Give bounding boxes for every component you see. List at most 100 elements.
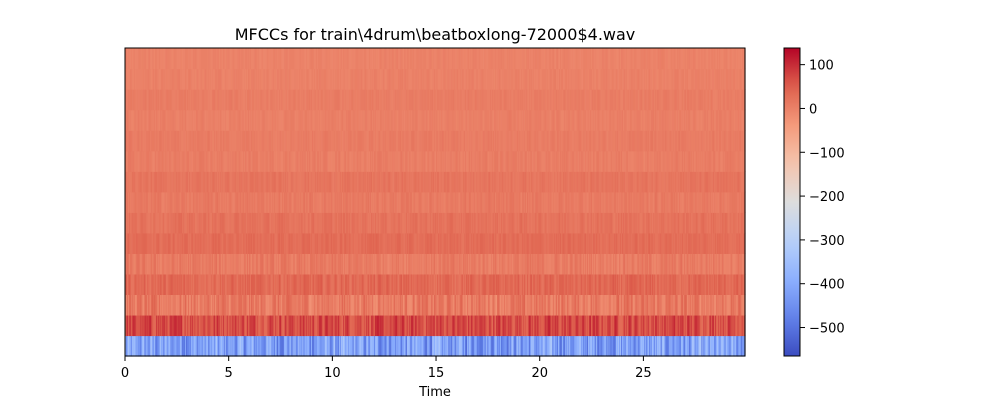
heatmap-cell xyxy=(391,253,393,275)
heatmap-cell xyxy=(151,191,153,213)
heatmap-cell xyxy=(354,314,357,337)
heatmap-cell xyxy=(663,314,666,337)
heatmap-cell xyxy=(217,335,219,357)
heatmap-cell xyxy=(497,273,500,295)
heatmap-cell xyxy=(503,314,506,337)
heatmap-cell xyxy=(159,294,162,316)
heatmap-cell xyxy=(496,232,498,254)
heatmap-cell xyxy=(433,232,435,254)
heatmap-cell xyxy=(558,335,560,357)
heatmap-cell xyxy=(357,273,360,295)
heatmap-cell xyxy=(165,335,168,357)
heatmap-cell xyxy=(702,232,704,254)
heatmap-cell xyxy=(648,314,650,337)
heatmap-cell xyxy=(294,314,297,337)
heatmap-cell xyxy=(144,294,146,316)
heatmap-cell xyxy=(132,314,135,337)
heatmap-cell xyxy=(402,294,404,316)
heatmap-cell xyxy=(501,212,504,234)
heatmap-cell xyxy=(729,335,732,357)
heatmap-cell xyxy=(356,212,359,234)
heatmap-cell xyxy=(435,294,438,316)
heatmap-cell xyxy=(484,253,486,275)
heatmap-cell xyxy=(662,314,665,337)
heatmap-cell xyxy=(179,314,181,337)
heatmap-cell xyxy=(341,273,343,295)
heatmap-cell xyxy=(343,191,346,213)
heatmap-cell xyxy=(416,273,419,295)
heatmap-cell xyxy=(404,232,407,254)
heatmap-cell xyxy=(392,273,394,295)
heatmap-cell xyxy=(409,314,412,337)
heatmap-cell xyxy=(271,314,273,337)
heatmap-cell xyxy=(472,273,475,295)
heatmap-cell xyxy=(140,232,143,254)
heatmap-cell xyxy=(365,273,367,295)
heatmap-cell xyxy=(461,294,463,316)
heatmap-cell xyxy=(269,232,271,254)
heatmap-cell xyxy=(452,335,455,357)
heatmap-cell xyxy=(675,294,677,316)
heatmap-cell xyxy=(475,335,478,357)
heatmap-cell xyxy=(343,273,346,295)
heatmap-cell xyxy=(624,253,627,275)
heatmap-cell xyxy=(125,335,128,357)
heatmap-cell xyxy=(138,212,141,234)
heatmap-cell xyxy=(610,335,612,357)
heatmap-cell xyxy=(587,253,589,275)
heatmap-cell xyxy=(231,335,234,357)
heatmap-cell xyxy=(482,335,485,357)
heatmap-cell xyxy=(534,335,537,357)
heatmap-cell xyxy=(169,314,172,337)
heatmap-cell xyxy=(631,294,634,316)
heatmap-cell xyxy=(667,232,670,254)
heatmap-cell xyxy=(138,253,141,275)
heatmap-cell xyxy=(581,253,583,275)
heatmap-cell xyxy=(448,253,451,275)
heatmap-cell xyxy=(343,212,346,234)
heatmap-cell xyxy=(567,294,570,316)
heatmap-cell xyxy=(528,273,530,295)
heatmap-cell xyxy=(404,273,406,295)
heatmap-cell xyxy=(138,335,141,357)
heatmap-cell xyxy=(259,314,262,337)
heatmap-cell xyxy=(157,273,160,295)
heatmap-cell xyxy=(440,273,443,295)
heatmap-cell xyxy=(531,232,534,254)
heatmap-cell xyxy=(698,232,701,254)
heatmap-cell xyxy=(728,314,731,337)
heatmap-cell xyxy=(585,212,587,234)
heatmap-cell xyxy=(503,273,506,295)
heatmap-cell xyxy=(316,335,319,357)
heatmap-cell xyxy=(219,232,222,254)
heatmap-cell xyxy=(468,191,471,213)
heatmap-cell xyxy=(702,335,704,357)
heatmap-cell xyxy=(198,253,201,275)
heatmap-cell xyxy=(431,191,433,213)
heatmap-cell xyxy=(439,232,442,254)
heatmap-cell xyxy=(342,232,345,254)
heatmap-cell xyxy=(215,273,217,295)
heatmap-cell xyxy=(597,273,600,295)
heatmap-cell xyxy=(530,273,533,295)
heatmap-cell xyxy=(320,314,323,337)
heatmap-cell xyxy=(288,314,291,337)
heatmap-cell xyxy=(450,253,453,275)
heatmap-cell xyxy=(714,212,716,234)
heatmap-cell xyxy=(223,232,226,254)
heatmap-cell xyxy=(350,273,353,295)
heatmap-cell xyxy=(155,335,157,357)
heatmap-cell xyxy=(255,253,258,275)
heatmap-cell xyxy=(672,273,674,295)
heatmap-cell xyxy=(161,253,164,275)
heatmap-cell xyxy=(469,314,472,337)
heatmap-cell xyxy=(275,232,277,254)
heatmap-cell xyxy=(249,253,252,275)
heatmap-cell xyxy=(524,294,526,316)
heatmap-cell xyxy=(737,294,739,316)
heatmap-cell xyxy=(393,253,395,275)
heatmap-cell xyxy=(509,232,512,254)
heatmap-cell xyxy=(284,314,287,337)
heatmap-cell xyxy=(249,191,252,213)
heatmap-cell xyxy=(128,273,131,295)
